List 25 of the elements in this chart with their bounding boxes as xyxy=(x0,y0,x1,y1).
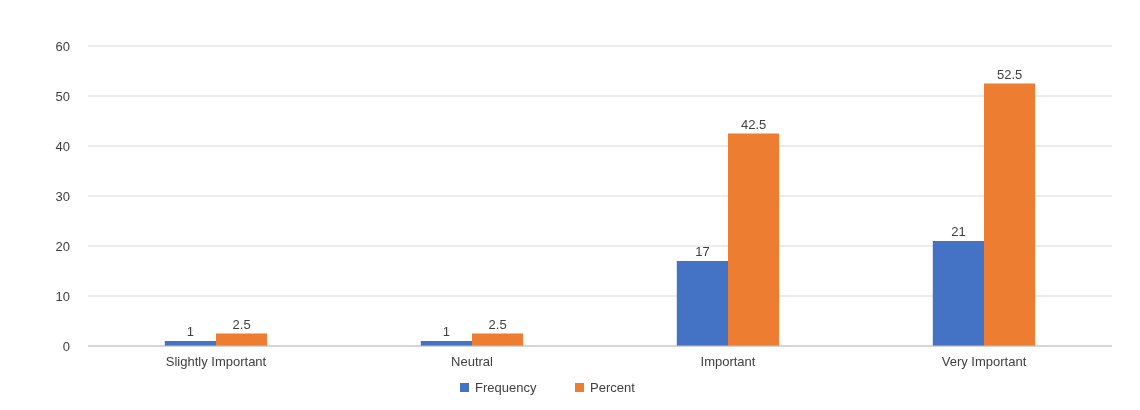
y-tick-label: 20 xyxy=(55,238,70,254)
data-label: 21 xyxy=(951,224,966,239)
data-label: 2.5 xyxy=(488,316,507,332)
x-tick-label: Slightly Important xyxy=(165,354,267,369)
x-tick-label: Neutral xyxy=(451,354,494,369)
y-tick-label: 40 xyxy=(55,138,70,154)
data-label: 52.5 xyxy=(996,66,1023,82)
y-tick-label: 30 xyxy=(55,188,70,204)
data-label: 1 xyxy=(442,324,451,339)
y-tick-label: 50 xyxy=(55,88,70,104)
legend-label: Percent xyxy=(590,380,636,395)
data-label: 42.5 xyxy=(740,116,767,132)
data-label: 17 xyxy=(695,244,710,259)
legend-label: Frequency xyxy=(475,380,537,395)
bar xyxy=(932,241,984,346)
data-label: 2.5 xyxy=(232,316,251,332)
bar xyxy=(728,133,780,346)
x-tick-label: Important xyxy=(700,354,756,369)
bar xyxy=(676,261,728,346)
bar xyxy=(984,83,1036,346)
y-tick-label: 60 xyxy=(55,38,70,54)
data-label: 1 xyxy=(186,324,195,339)
y-tick-label: 10 xyxy=(55,288,70,304)
x-tick-label: Very Important xyxy=(941,354,1027,369)
y-tick-label: 0 xyxy=(62,338,70,354)
